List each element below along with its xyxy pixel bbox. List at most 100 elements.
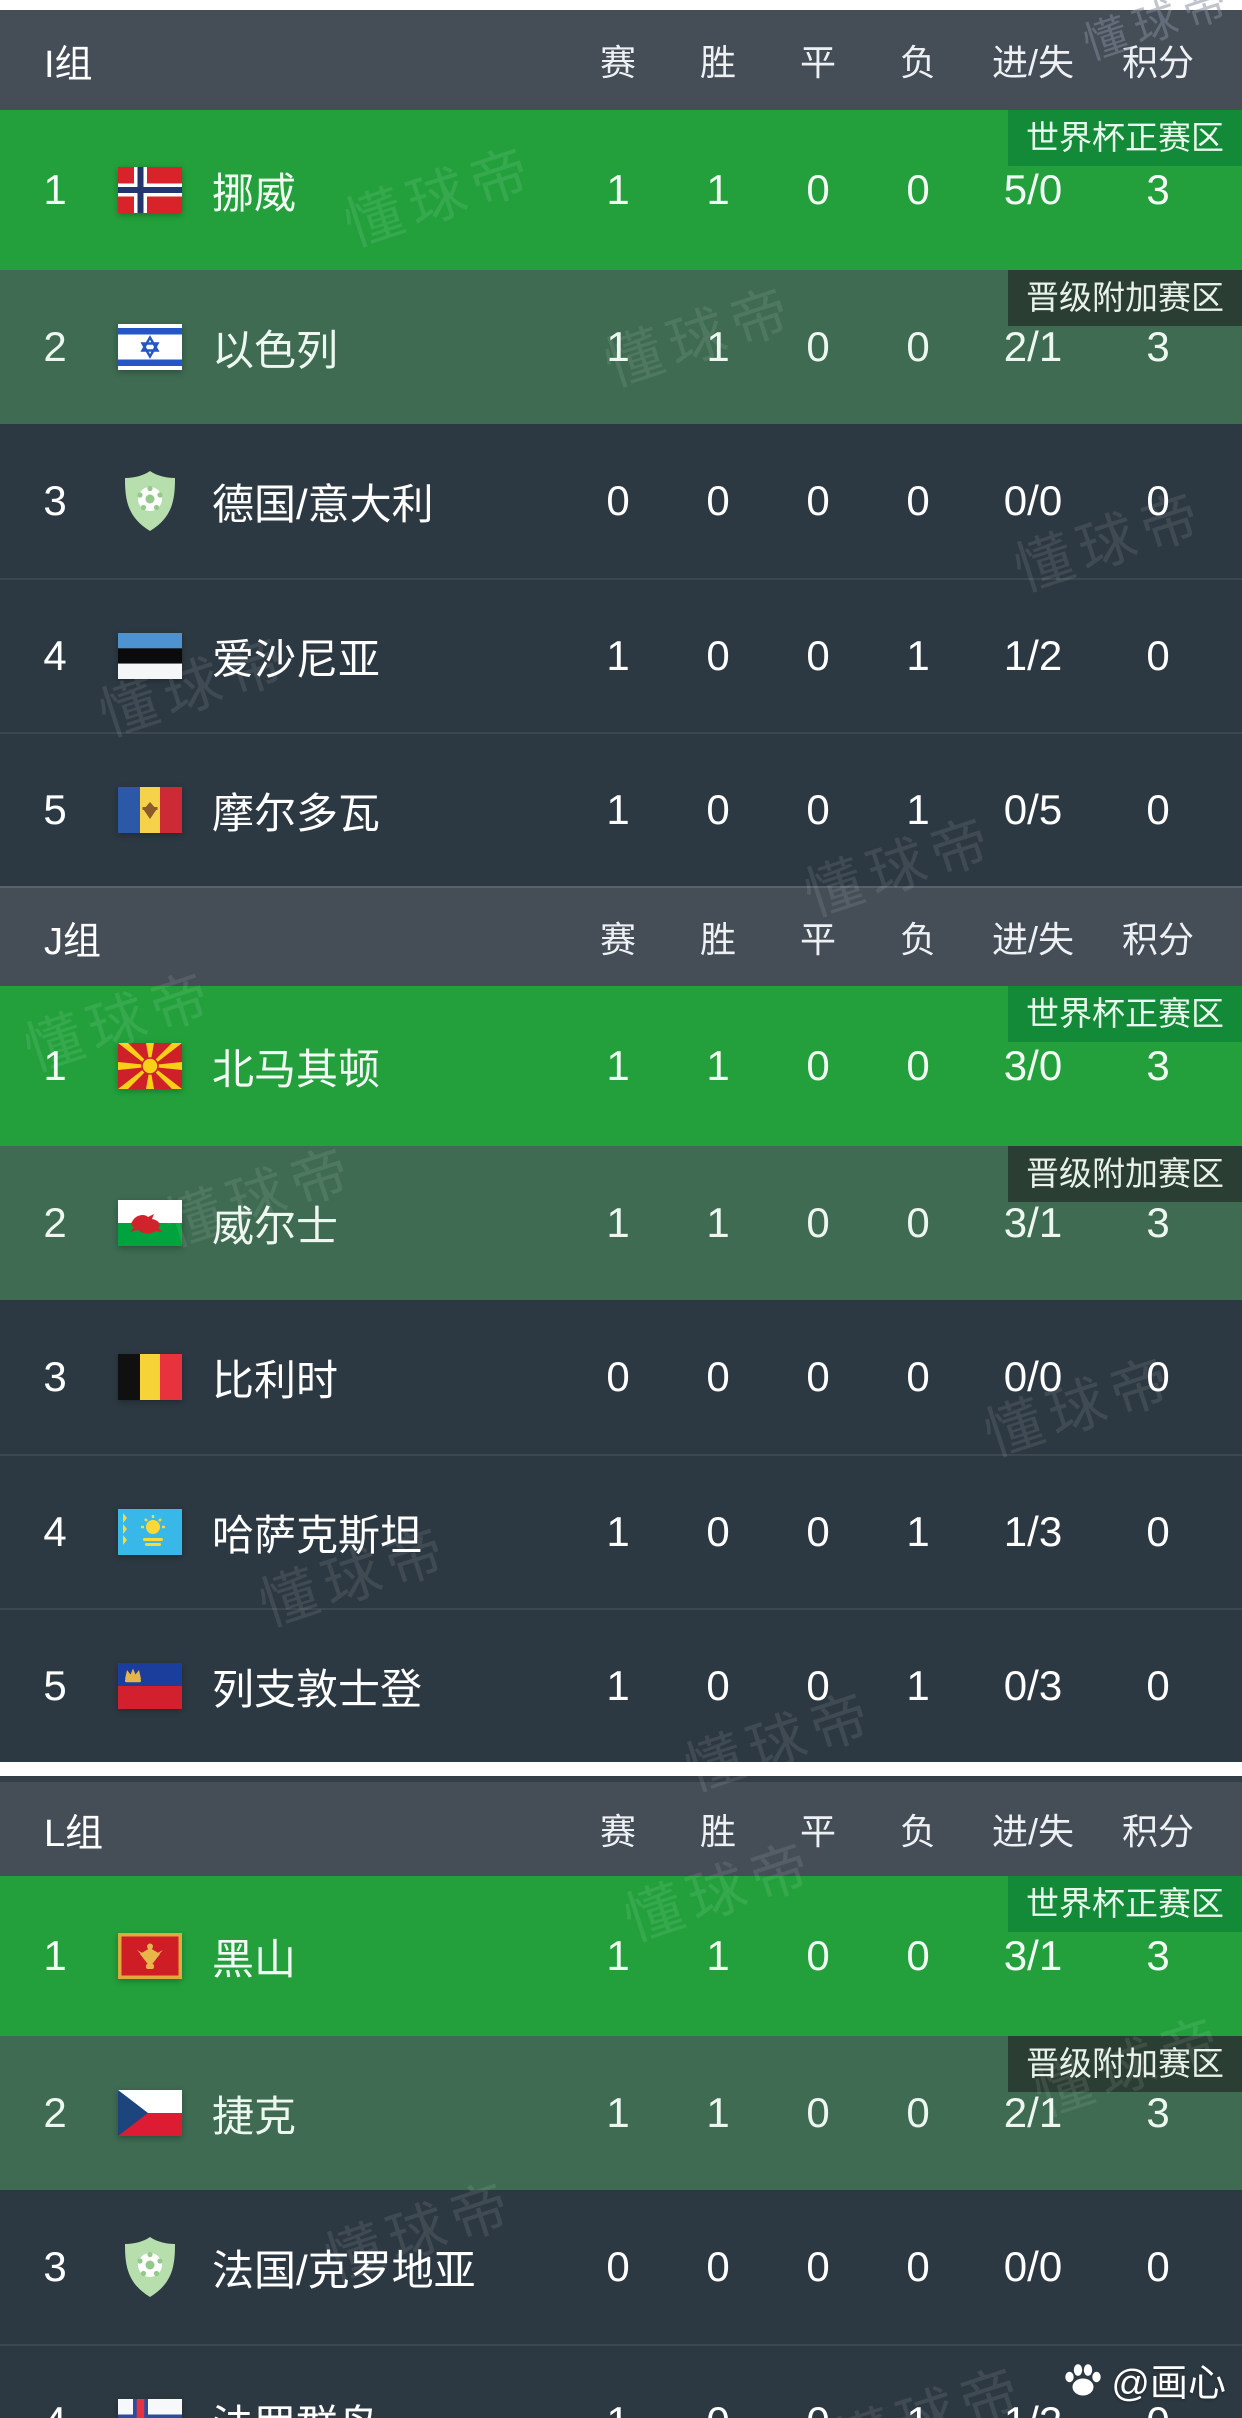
stat-played: 1 — [606, 323, 630, 370]
group-divider — [0, 1762, 1242, 1776]
group-label: I组 — [44, 43, 93, 86]
credit-handle: @画心 — [1111, 2363, 1226, 2405]
rank: 2 — [43, 323, 67, 370]
stat-lost: 1 — [906, 786, 930, 833]
stat-played: 1 — [606, 786, 630, 833]
rank: 4 — [43, 1508, 67, 1555]
team-name: 威尔士 — [212, 1202, 339, 1250]
team-name: 比利时 — [212, 1356, 339, 1404]
stat-drawn: 0 — [768, 2398, 868, 2418]
team-row[interactable]: 世界杯正赛区 1 挪威 1 1 0 0 5/0 3 — [0, 110, 1242, 270]
macedonia-flag-icon — [118, 1043, 182, 1089]
stat-won: 0 — [706, 2243, 730, 2290]
stat-played: 0 — [606, 477, 630, 524]
team-name: 法罗群岛 — [212, 2392, 568, 2418]
rank: 4 — [43, 632, 67, 679]
stat-won: 1 — [706, 323, 730, 370]
rank: 2 — [43, 1199, 67, 1246]
stat-played: 1 — [606, 2089, 630, 2136]
stat-drawn: 0 — [806, 1353, 830, 1400]
col-header-points: 积分 — [1121, 919, 1194, 960]
stat-lost: 1 — [906, 1662, 930, 1709]
team-row[interactable]: 4 爱沙尼亚 1 0 0 1 1/2 0 — [0, 578, 1242, 732]
group-rows: 世界杯正赛区 1 黑山 1 1 0 0 3/1 3 晋级附加赛区 2 捷克 1 … — [0, 1876, 1242, 2418]
col-header-lost: 负 — [899, 42, 936, 83]
stat-won: 0 — [706, 786, 730, 833]
col-header-goals: 进/失 — [991, 1811, 1074, 1852]
stat-goals: 1/2 — [968, 2398, 1098, 2418]
team-row[interactable]: 4 法罗群岛 1 0 0 1 1/2 0 — [0, 2344, 1242, 2418]
stat-points: 3 — [1146, 1932, 1170, 1979]
stat-goals: 2/1 — [1003, 323, 1063, 370]
group-table: J组 赛 胜 平 负 进/失 积分 世界杯正赛区 1 北马其顿 1 1 0 0 … — [0, 886, 1242, 1762]
team-row[interactable]: 3 德国/意大利 0 0 0 0 0/0 0 — [0, 424, 1242, 578]
zone-badge: 世界杯正赛区 — [1008, 110, 1242, 166]
col-header-drawn: 平 — [799, 42, 836, 83]
stat-drawn: 0 — [806, 786, 830, 833]
group-header: J组 赛 胜 平 负 进/失 积分 — [0, 886, 1242, 986]
team-row[interactable]: 5 摩尔多瓦 1 0 0 1 0/5 0 — [0, 732, 1242, 886]
zone-badge: 晋级附加赛区 — [1008, 1146, 1242, 1202]
team-name: 北马其顿 — [212, 1045, 381, 1093]
stat-played: 1 — [606, 632, 630, 679]
stat-lost: 1 — [906, 632, 930, 679]
stat-goals: 0/0 — [1003, 477, 1063, 524]
col-header-played: 赛 — [599, 42, 636, 83]
stat-points: 0 — [1098, 2398, 1218, 2418]
stat-goals: 0/5 — [1003, 786, 1063, 833]
stat-points: 0 — [1146, 2243, 1170, 2290]
group-header: L组 赛 胜 平 负 进/失 积分 — [0, 1776, 1242, 1876]
col-header-points: 积分 — [1121, 1811, 1194, 1852]
stat-points: 3 — [1146, 1199, 1170, 1246]
stat-played: 0 — [606, 2243, 630, 2290]
stat-points: 0 — [1146, 1353, 1170, 1400]
zone-badge: 晋级附加赛区 — [1008, 2036, 1242, 2092]
team-row[interactable]: 4 哈萨克斯坦 1 0 0 1 1/3 0 — [0, 1454, 1242, 1608]
stat-drawn: 0 — [806, 2089, 830, 2136]
group-label: J组 — [44, 920, 102, 963]
stat-goals: 5/0 — [1003, 166, 1063, 213]
wales-flag-icon — [118, 1200, 182, 1246]
rank: 4 — [0, 2398, 110, 2418]
rank: 5 — [43, 1662, 67, 1709]
stat-points: 3 — [1146, 166, 1170, 213]
team-row[interactable]: 5 列支敦士登 1 0 0 1 0/3 0 — [0, 1608, 1242, 1762]
team-row[interactable]: 3 法国/克罗地亚 0 0 0 0 0/0 0 — [0, 2190, 1242, 2344]
stat-points: 3 — [1146, 1042, 1170, 1089]
rank: 3 — [43, 2243, 67, 2290]
stat-goals: 1/2 — [1003, 632, 1063, 679]
rank: 3 — [43, 477, 67, 524]
team-name: 德国/意大利 — [212, 480, 434, 528]
team-name: 捷克 — [212, 2092, 297, 2140]
team-row[interactable]: 世界杯正赛区 1 黑山 1 1 0 0 3/1 3 — [0, 1876, 1242, 2036]
liechtenstein-flag-icon — [118, 1663, 182, 1709]
rank: 3 — [43, 1353, 67, 1400]
col-header-lost: 负 — [899, 919, 936, 960]
rank: 1 — [43, 1042, 67, 1089]
stat-lost: 0 — [906, 2089, 930, 2136]
zone-badge: 世界杯正赛区 — [1008, 1876, 1242, 1932]
team-row[interactable]: 晋级附加赛区 2 捷克 1 1 0 0 2/1 3 — [0, 2036, 1242, 2190]
col-header-goals: 进/失 — [991, 919, 1074, 960]
team-name: 爱沙尼亚 — [212, 635, 381, 683]
col-header-won: 胜 — [699, 42, 736, 83]
moldova-flag-icon — [118, 787, 182, 833]
stat-drawn: 0 — [806, 2243, 830, 2290]
stat-won: 1 — [706, 1932, 730, 1979]
credit-watermark: @画心 — [1063, 2352, 1226, 2407]
team-row[interactable]: 晋级附加赛区 2 以色列 1 1 0 0 2/1 3 — [0, 270, 1242, 424]
team-row[interactable]: 3 比利时 0 0 0 0 0/0 0 — [0, 1300, 1242, 1454]
col-header-played: 赛 — [599, 919, 636, 960]
col-header-goals: 进/失 — [991, 42, 1074, 83]
stat-points: 0 — [1146, 477, 1170, 524]
stat-won: 1 — [706, 2089, 730, 2136]
stat-goals: 1/3 — [1003, 1508, 1063, 1555]
placeholder-shield-icon — [118, 469, 182, 533]
stat-lost: 0 — [906, 1353, 930, 1400]
stat-lost: 1 — [906, 1508, 930, 1555]
team-row[interactable]: 晋级附加赛区 2 威尔士 1 1 0 0 3/1 3 — [0, 1146, 1242, 1300]
team-row[interactable]: 世界杯正赛区 1 北马其顿 1 1 0 0 3/0 3 — [0, 986, 1242, 1146]
rank: 2 — [43, 2089, 67, 2136]
stat-lost: 0 — [906, 1932, 930, 1979]
stat-drawn: 0 — [806, 166, 830, 213]
